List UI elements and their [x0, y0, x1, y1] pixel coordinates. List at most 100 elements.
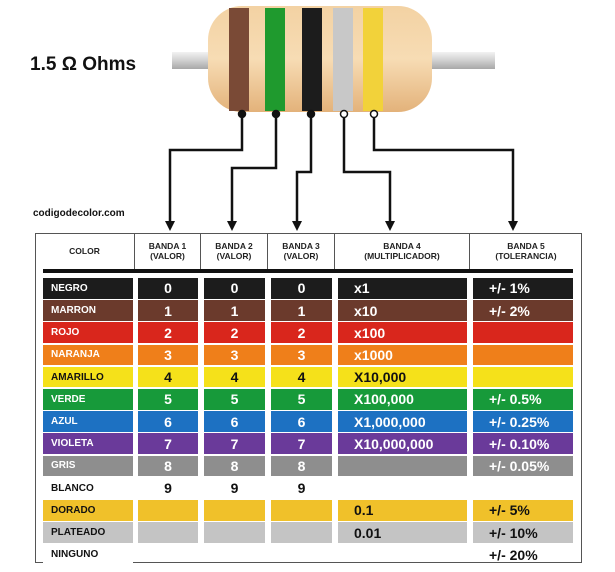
- cell-gris-mult: [338, 455, 467, 477]
- row-label-amarillo: AMARILLO: [43, 366, 133, 388]
- cell-negro-b2: 0: [204, 278, 265, 299]
- cell-dorado-b2: [204, 500, 265, 521]
- cell-violeta-b2: 7: [204, 433, 265, 455]
- cell-marron-b1: 1: [138, 300, 198, 321]
- cell-amarillo-b1: 4: [138, 366, 198, 388]
- cell-naranja-tol: [473, 344, 573, 366]
- band-connector-arrows: [165, 221, 518, 231]
- cell-blanco-b1: 9: [164, 480, 172, 497]
- cell-gris-b1: 8: [138, 455, 198, 477]
- row-label-marron: MARRON: [43, 300, 133, 321]
- cell-rojo-b3: 2: [271, 322, 332, 344]
- cell-dorado-b3: [271, 500, 332, 521]
- cell-negro-tol: +/- 1%: [473, 278, 573, 299]
- cell-plateado-b3: [271, 522, 332, 543]
- cell-azul-b1: 6: [138, 411, 198, 432]
- band-connector-endpoints: [237, 109, 379, 119]
- header-banda-4: BANDA 4 (MULTIPLICADOR): [335, 233, 470, 269]
- credit-text: codigodecolor.com: [33, 208, 125, 219]
- row-label-azul: AZUL: [43, 411, 133, 432]
- cell-dorado-tol: +/- 5%: [473, 500, 573, 521]
- header-banda-3: BANDA 3 (VALOR): [268, 233, 335, 269]
- cell-naranja-b1: 3: [138, 344, 198, 366]
- row-label-ninguno: NINGUNO: [43, 544, 133, 566]
- header-banda-1: BANDA 1 (VALOR): [135, 233, 201, 269]
- row-label-rojo: ROJO: [43, 322, 133, 344]
- cell-marron-b2: 1: [204, 300, 265, 321]
- row-label-blanco: BLANCO: [43, 477, 133, 499]
- cell-negro-mult: x1: [338, 278, 467, 299]
- cell-marron-tol: +/- 2%: [473, 300, 573, 321]
- row-label-verde: VERDE: [43, 389, 133, 410]
- cell-naranja-b3: 3: [271, 344, 332, 366]
- cell-rojo-tol: [473, 322, 573, 344]
- cell-verde-tol: +/- 0.5%: [473, 389, 573, 410]
- resistor-lead-right: [425, 52, 495, 69]
- resistor-band-2: [265, 8, 285, 111]
- row-label-plateado: PLATEADO: [43, 522, 133, 543]
- cell-rojo-b2: 2: [204, 322, 265, 344]
- cell-verde-mult: X100,000: [338, 389, 467, 410]
- header-banda-5: BANDA 5 (TOLERANCIA): [495, 241, 557, 261]
- cell-ninguno-b3: [271, 544, 332, 565]
- cell-violeta-b1: 7: [138, 433, 198, 455]
- cell-plateado-mult: 0.01: [338, 522, 467, 543]
- cell-marron-mult: x10: [338, 300, 467, 321]
- band-connector-lines: [168, 114, 515, 222]
- row-label-negro: NEGRO: [43, 278, 133, 299]
- cell-ninguno-tol: +/- 20%: [489, 546, 538, 563]
- cell-violeta-tol: +/- 0.10%: [473, 433, 573, 455]
- resistor-band-3: [302, 8, 322, 111]
- cell-blanco-tol: [473, 478, 573, 499]
- cell-negro-b3: 0: [271, 278, 332, 299]
- cell-marron-b3: 1: [271, 300, 332, 321]
- cell-ninguno-mult: [338, 544, 467, 565]
- cell-gris-tol: +/- 0.05%: [473, 455, 573, 477]
- cell-gris-b2: 8: [204, 455, 265, 477]
- cell-dorado-b1: [138, 500, 198, 521]
- row-label-violeta: VIOLETA: [43, 433, 133, 455]
- cell-plateado-b2: [204, 522, 265, 543]
- table-frame: [35, 233, 582, 563]
- resistor-band-4: [333, 8, 353, 111]
- cell-plateado-tol: +/- 10%: [473, 522, 573, 543]
- cell-violeta-b3: 7: [271, 433, 332, 455]
- resistor-value-title: 1.5 Ω Ohms: [30, 54, 137, 75]
- row-label-dorado: DORADO: [43, 500, 133, 521]
- cell-ninguno-b1: [138, 544, 198, 565]
- cell-negro-b1: 0: [138, 278, 198, 299]
- cell-verde-b3: 5: [271, 389, 332, 410]
- cell-blanco-mult: [338, 478, 467, 499]
- cell-blanco-b2: 9: [230, 480, 239, 497]
- cell-plateado-b1: [138, 522, 198, 543]
- color-code-table: COLOR BANDA 1 (VALOR) BANDA 2 (VALOR) BANDA…: [35, 233, 582, 566]
- header-banda-2: BANDA 2 (VALOR): [201, 233, 268, 269]
- cell-blanco-b3: 9: [297, 480, 306, 497]
- cell-verde-b1: 5: [138, 389, 198, 410]
- cell-dorado-mult: 0.1: [338, 500, 467, 521]
- cell-rojo-b1: 2: [138, 322, 198, 344]
- row-label-gris: GRIS: [43, 455, 133, 477]
- cell-amarillo-tol: [473, 366, 573, 388]
- resistor-lead-left: [172, 52, 217, 69]
- cell-azul-mult: X1,000,000: [338, 411, 467, 432]
- header-color: COLOR: [35, 233, 135, 269]
- cell-amarillo-mult: X10,000: [338, 366, 467, 388]
- cell-azul-b3: 6: [271, 411, 332, 432]
- cell-ninguno-b2: [204, 544, 265, 565]
- cell-naranja-mult: x1000: [338, 344, 467, 366]
- cell-azul-tol: +/- 0.25%: [473, 411, 573, 432]
- cell-verde-b2: 5: [204, 389, 265, 410]
- cell-rojo-mult: x100: [338, 322, 467, 344]
- cell-naranja-b2: 3: [204, 344, 265, 366]
- resistor-band-1: [229, 8, 249, 111]
- row-label-naranja: NARANJA: [43, 344, 133, 366]
- header-divider: [43, 269, 573, 273]
- cell-amarillo-b2: 4: [204, 366, 265, 388]
- cell-azul-b2: 6: [204, 411, 265, 432]
- cell-gris-b3: 8: [271, 455, 332, 477]
- cell-amarillo-b3: 4: [271, 366, 332, 388]
- cell-violeta-mult: X10,000,000: [338, 433, 467, 455]
- resistor-band-5: [363, 8, 383, 111]
